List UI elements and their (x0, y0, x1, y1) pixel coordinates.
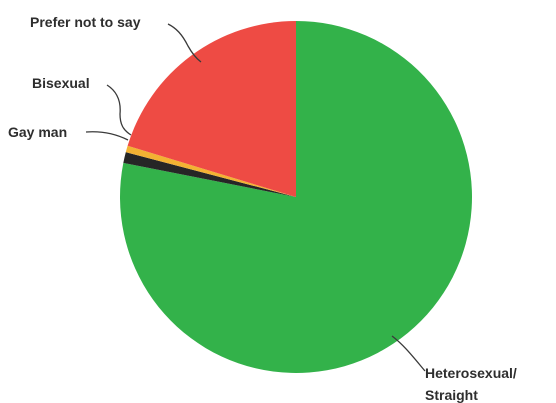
pie-slices (120, 21, 473, 373)
pie-slice-prefer-not-to-say (127, 21, 296, 197)
slice-label-heterosexual-line2: Straight (425, 387, 478, 403)
slice-label-heterosexual-straight: Heterosexual/ Straight (425, 365, 521, 403)
slice-label-bisexual: Bisexual (32, 75, 90, 91)
pie-slice-gay-man (123, 152, 297, 197)
slice-label-gay-man: Gay man (8, 124, 67, 140)
pie-slice-bisexual (125, 145, 296, 197)
slice-label-prefer-not-to-say: Prefer not to say (30, 14, 141, 30)
leader-line-gay-man (85, 131, 129, 141)
leader-line-prefer-not-to-say (167, 23, 202, 63)
leader-line-heterosexual (391, 335, 426, 372)
leader-line-bisexual (106, 84, 132, 136)
slice-label-heterosexual-line1: Heterosexual/ (425, 365, 517, 381)
